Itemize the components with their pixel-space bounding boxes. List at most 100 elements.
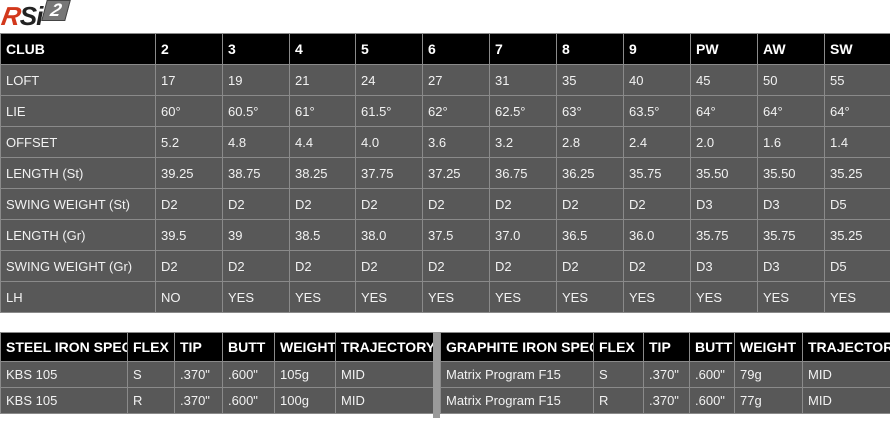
logo-si: Si — [19, 1, 44, 31]
table-cell: YES — [422, 281, 490, 313]
table-cell: 3.2 — [489, 126, 557, 158]
column-header: 6 — [422, 33, 490, 65]
table-cell: YES — [623, 281, 691, 313]
table-cell: 39.25 — [155, 157, 223, 189]
table-row: LH NO YES YES YES YES YES YES YES YES YES YES — [0, 281, 890, 313]
table-cell: 19 — [222, 64, 290, 96]
table-cell: MID — [335, 361, 434, 388]
table-cell: 64° — [690, 95, 758, 127]
table-cell: 37.25 — [422, 157, 490, 189]
table-row: Matrix Program F15 R .370" .600" 77g MID — [440, 387, 890, 414]
table-cell: 63.5° — [623, 95, 691, 127]
table-cell: 79g — [734, 361, 803, 388]
row-label: LENGTH (St) — [0, 157, 156, 189]
table-cell: 35.50 — [757, 157, 825, 189]
table-cell: 3.6 — [422, 126, 490, 158]
row-label: SWING WEIGHT (St) — [0, 188, 156, 220]
table-cell: 4.8 — [222, 126, 290, 158]
steel-iron-specs-table: STEEL IRON SPECSFLEXTIPBUTTWEIGHTTRAJECT… — [0, 332, 434, 414]
row-label: KBS 105 — [0, 361, 128, 388]
table-cell: D5 — [824, 250, 890, 282]
table-cell: 35.75 — [757, 219, 825, 251]
table-cell: D2 — [422, 188, 490, 220]
table-cell: D2 — [556, 188, 624, 220]
table-cell: 21 — [289, 64, 356, 96]
column-header: CLUB — [0, 33, 156, 65]
table-cell: 4.4 — [289, 126, 356, 158]
table-cell: 61° — [289, 95, 356, 127]
table-cell: 1.6 — [757, 126, 825, 158]
row-label: Matrix Program F15 — [440, 387, 594, 414]
table-cell: 5.2 — [155, 126, 223, 158]
table-row: KBS 105 S .370" .600" 105g MID — [0, 361, 434, 388]
table-cell: 36.25 — [556, 157, 624, 189]
table-cell: 38.0 — [355, 219, 423, 251]
table-cell: 100g — [274, 387, 336, 414]
table-cell: D3 — [757, 250, 825, 282]
column-header: 5 — [355, 33, 423, 65]
table-cell: 38.25 — [289, 157, 356, 189]
column-header: AW — [757, 33, 825, 65]
table-cell: S — [127, 361, 175, 388]
table-cell: 35.75 — [623, 157, 691, 189]
table-cell: .600" — [222, 387, 275, 414]
graphite-iron-specs-table: GRAPHITE IRON SPECS FLEX TIP BUTT WEIGHT TRAJ… — [440, 332, 890, 414]
table-cell: 4.0 — [355, 126, 423, 158]
table-cell: D3 — [690, 250, 758, 282]
table-cell: 2.8 — [556, 126, 624, 158]
table-row: SWING WEIGHT (Gr) D2 D2 D2 D2 D2 D2 D2 D2 D3 D3 D5 — [0, 250, 890, 282]
table-divider — [433, 332, 440, 418]
table-cell: D2 — [623, 188, 691, 220]
table-cell: .370" — [643, 361, 690, 388]
table-cell: 37.0 — [489, 219, 557, 251]
column-header: SW — [824, 33, 890, 65]
table-cell: 39 — [222, 219, 290, 251]
table-cell: 36.5 — [556, 219, 624, 251]
table-cell: D2 — [355, 250, 423, 282]
table-cell: R — [593, 387, 644, 414]
table-cell: 35.25 — [824, 219, 890, 251]
table-cell: 61.5° — [355, 95, 423, 127]
table-cell: 55 — [824, 64, 890, 96]
table-cell: .600" — [689, 387, 735, 414]
table-row: SWING WEIGHT (St) D2 D2 D2 D2 D2 D2 D2 D2 D3 D3 D5 — [0, 188, 890, 220]
table-cell: 77g — [734, 387, 803, 414]
row-label: OFFSET — [0, 126, 156, 158]
table-cell: 37.5 — [422, 219, 490, 251]
header-row: CLUB 2 3 4 5 6 7 8 9 PW AW SW — [0, 33, 890, 65]
row-label: KBS 105 — [0, 387, 128, 414]
logo-r: R — [0, 1, 23, 31]
table-cell: YES — [355, 281, 423, 313]
table-cell: D5 — [824, 188, 890, 220]
table-cell: MID — [802, 361, 890, 388]
table-cell: 38.5 — [289, 219, 356, 251]
table-cell: 64° — [824, 95, 890, 127]
table-cell: .600" — [689, 361, 735, 388]
table-cell: 36.75 — [489, 157, 557, 189]
table-cell: 64° — [757, 95, 825, 127]
column-header: 8 — [556, 33, 624, 65]
table-cell: 27 — [422, 64, 490, 96]
table-row: KBS 105 R .370" .600" 100g MID — [0, 387, 434, 414]
column-header: BUTT — [689, 332, 735, 362]
table-cell: D2 — [222, 250, 290, 282]
table-row: LENGTH (Gr) 39.5 39 38.5 38.0 37.5 37.0 36.5 36.… — [0, 219, 890, 251]
table-cell: D2 — [623, 250, 691, 282]
column-header: FLEX — [127, 332, 175, 362]
table-cell: 2.0 — [690, 126, 758, 158]
column-header: 3 — [222, 33, 290, 65]
column-header: BUTT — [222, 332, 275, 362]
column-header: PW — [690, 33, 758, 65]
column-header: 4 — [289, 33, 356, 65]
table-cell: 35 — [556, 64, 624, 96]
table-cell: 50 — [757, 64, 825, 96]
table-cell: MID — [802, 387, 890, 414]
table-cell: 60.5° — [222, 95, 290, 127]
table-cell: 35.25 — [824, 157, 890, 189]
table-cell: YES — [289, 281, 356, 313]
table-cell: .370" — [643, 387, 690, 414]
table-cell: YES — [757, 281, 825, 313]
row-label: LIE — [0, 95, 156, 127]
table-cell: 39.5 — [155, 219, 223, 251]
column-header: 2 — [155, 33, 223, 65]
